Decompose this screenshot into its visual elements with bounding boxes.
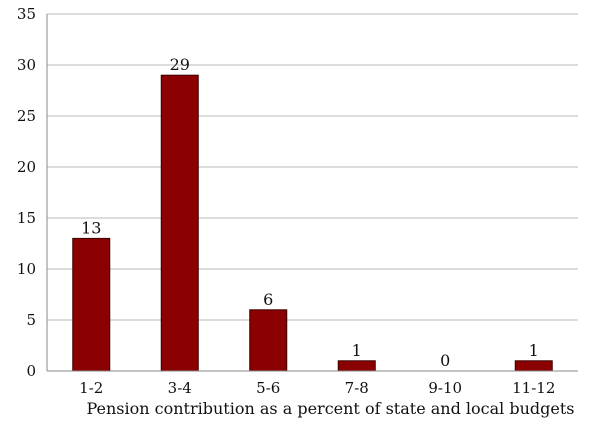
data-label-7-8: 1	[352, 341, 362, 360]
data-label-5-6: 6	[263, 290, 273, 309]
data-label-3-4: 29	[170, 55, 190, 74]
x-axis-tick-labels: 1-2 3-4 5-6 7-8 9-10 11-12	[79, 379, 555, 397]
x-tick-label-7-8: 7-8	[345, 379, 369, 397]
data-label-9-10: 0	[440, 351, 450, 370]
data-label-11-12: 1	[529, 341, 539, 360]
bar-7-8	[337, 360, 376, 372]
y-tick-label: 30	[17, 56, 36, 74]
gridlines	[47, 13, 578, 321]
bar-1-2	[72, 237, 111, 372]
y-tick-label: 0	[26, 362, 36, 380]
y-axis-tick-labels: 0 5 10 15 20 25 30 35	[17, 5, 36, 380]
bar-11-12	[514, 360, 553, 372]
data-labels: 13 29 6 1 0 1	[81, 55, 539, 370]
x-tick-label-5-6: 5-6	[256, 379, 280, 397]
y-tick-label: 35	[17, 5, 36, 23]
y-tick-label: 20	[17, 158, 36, 176]
x-tick-label-11-12: 11-12	[512, 379, 555, 397]
x-tick-label-3-4: 3-4	[168, 379, 192, 397]
x-axis-title: Pension contribution as a percent of sta…	[86, 399, 574, 418]
bar-5-6	[249, 309, 288, 372]
bar-3-4	[160, 74, 199, 372]
bars	[72, 74, 553, 372]
y-tick-label: 25	[17, 107, 36, 125]
x-tick-label-1-2: 1-2	[79, 379, 103, 397]
x-tick-label-9-10: 9-10	[428, 379, 462, 397]
y-tick-label: 15	[17, 209, 36, 227]
data-label-1-2: 13	[81, 218, 101, 237]
y-tick-label: 10	[17, 260, 36, 278]
y-tick-label: 5	[26, 311, 36, 329]
